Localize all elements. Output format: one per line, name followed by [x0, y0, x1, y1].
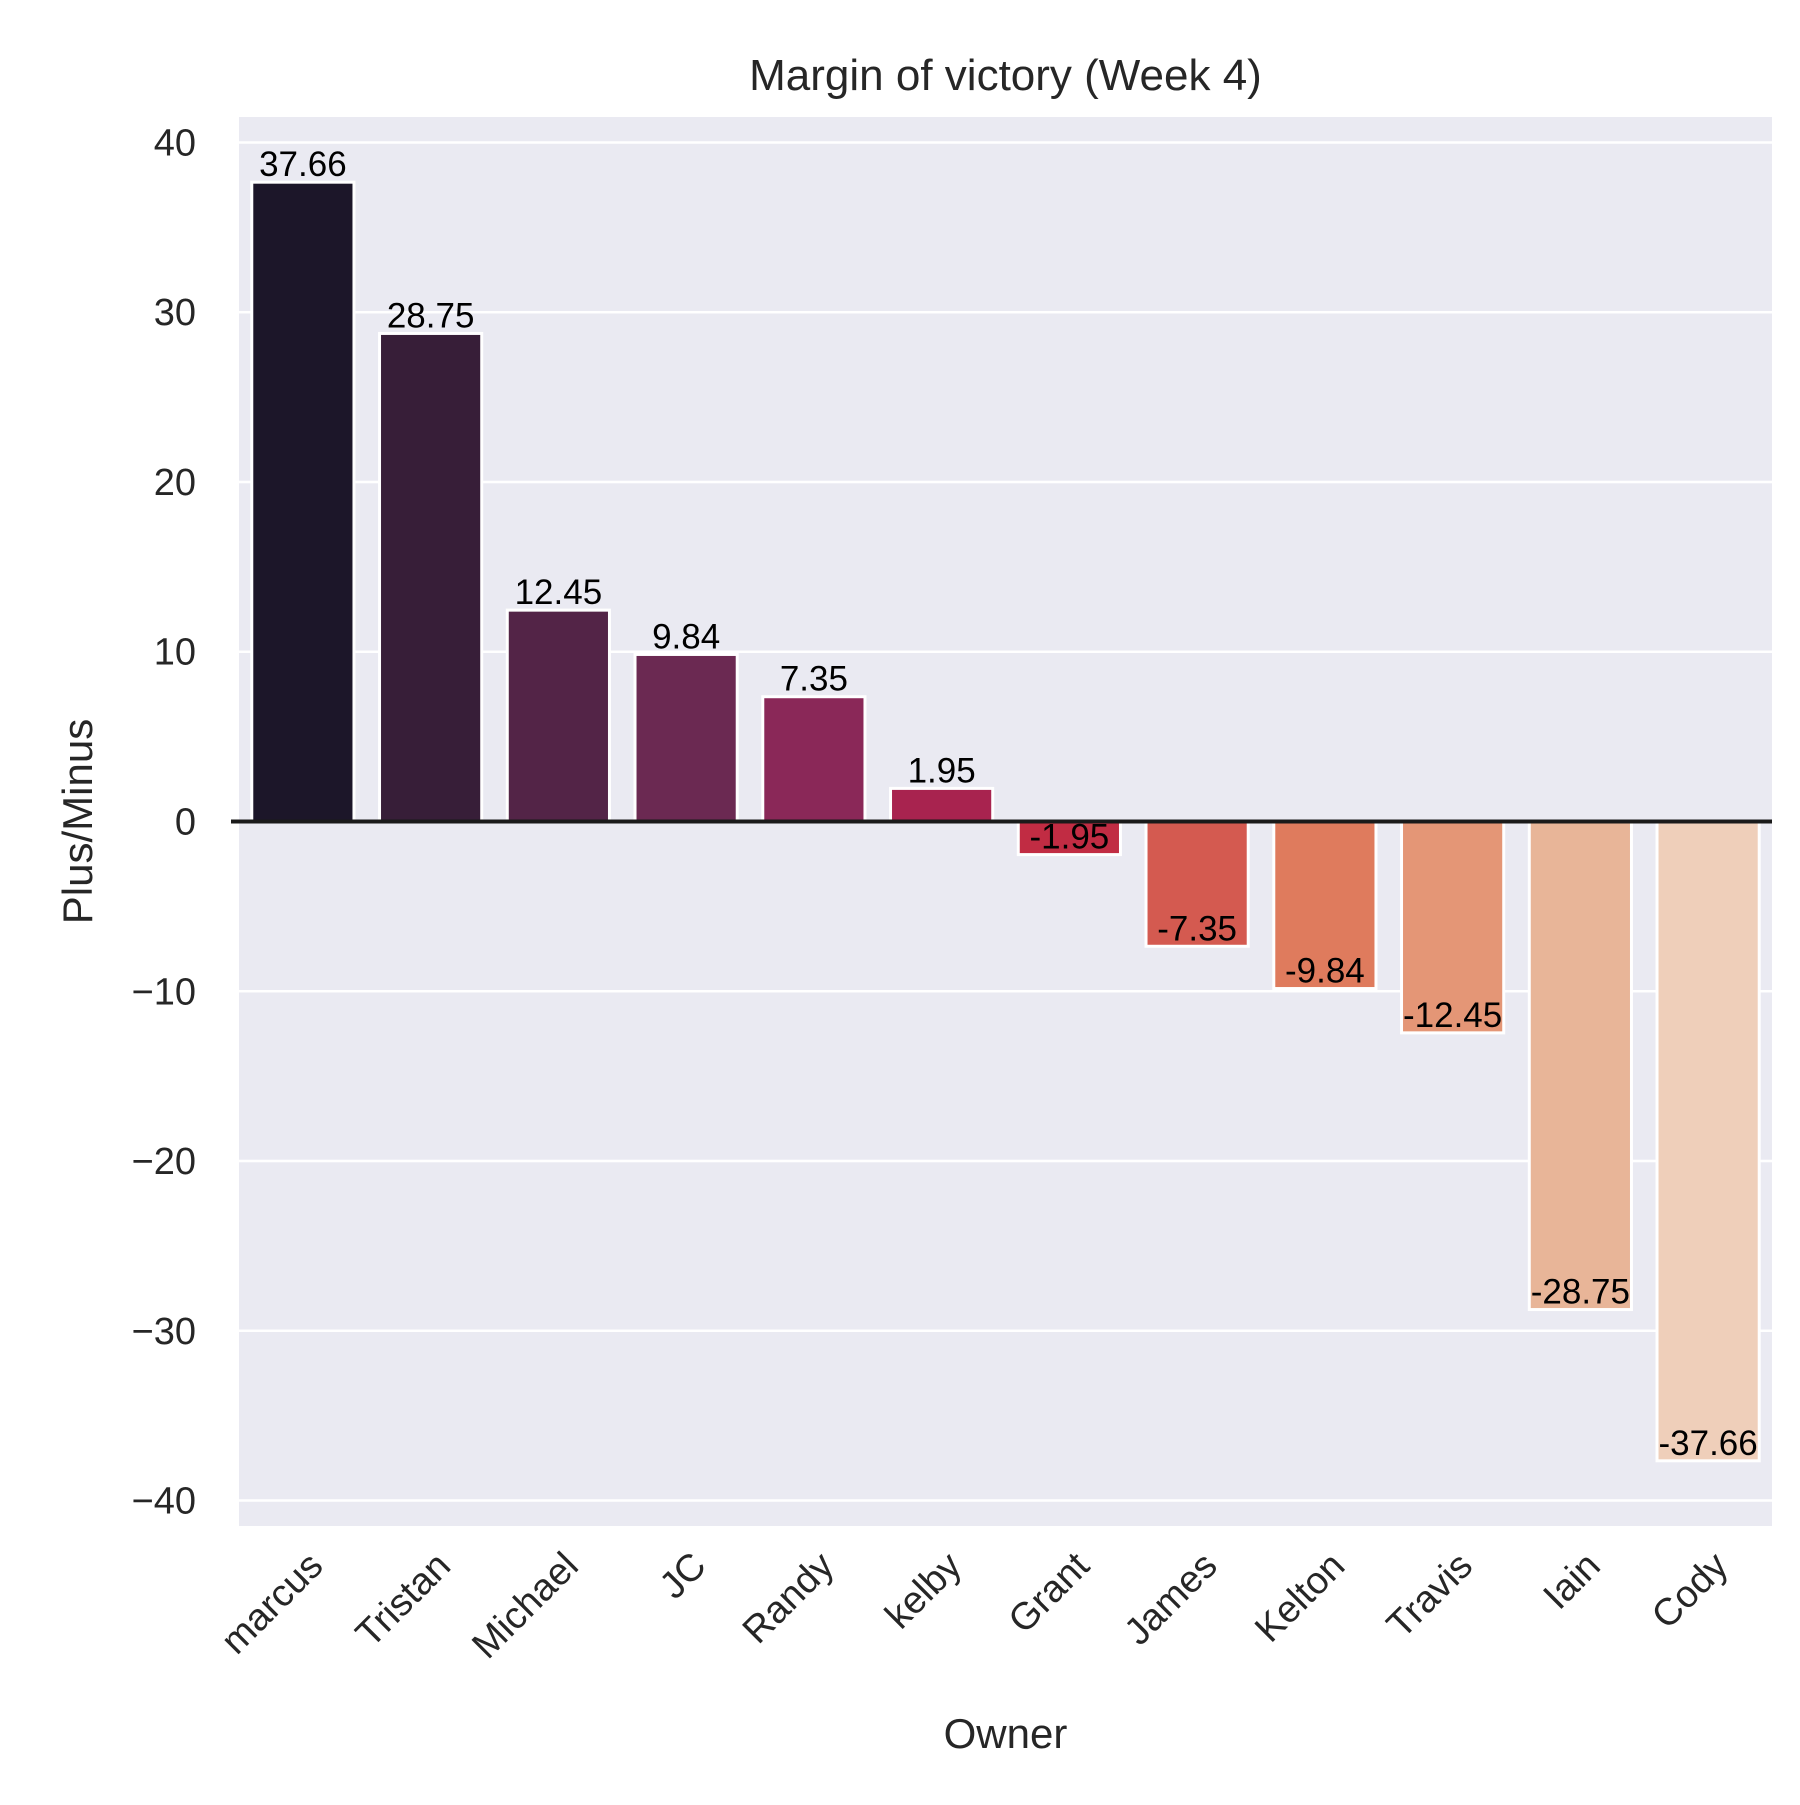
y-tick-label: 10	[154, 632, 196, 674]
bar-iain	[1527, 820, 1633, 1312]
x-tick-label: Randy	[735, 1545, 842, 1652]
data-label: 12.45	[515, 573, 603, 612]
y-axis-label: Plus/Minus	[54, 719, 101, 924]
x-axis-label: Owner	[944, 1710, 1068, 1757]
bar-travis	[1400, 820, 1506, 1035]
data-labels: 37.66 28.75 12.45 9.84 7.35 1.95 -1.95 -7.35 -9.…	[259, 145, 1758, 1463]
bar-grant	[1016, 820, 1122, 857]
data-label: -28.75	[1531, 1273, 1630, 1312]
y-tick-label: −30	[132, 1311, 196, 1353]
bar-cody	[1655, 820, 1761, 1463]
bar-tristan	[378, 331, 484, 823]
y-tick-label: 30	[154, 292, 196, 334]
bar-randy	[761, 695, 867, 823]
x-tick-label: Kelton	[1247, 1545, 1353, 1651]
data-label: -9.84	[1285, 952, 1365, 991]
data-label: 1.95	[908, 751, 976, 790]
y-tick-label: −40	[132, 1481, 196, 1523]
bar-kelby	[889, 786, 995, 823]
y-tick-label: 20	[154, 462, 196, 504]
x-tick-label: Cody	[1644, 1545, 1736, 1637]
x-axis-ticks: marcus Tristan Michael JC Randy kelby Grant Jam…	[213, 1544, 1736, 1667]
x-tick-label: Grant	[1001, 1544, 1098, 1641]
x-tick-label: JC	[652, 1545, 715, 1608]
data-label: 37.66	[259, 145, 347, 184]
data-label: -12.45	[1403, 996, 1502, 1035]
data-label: 28.75	[387, 296, 475, 335]
gridlines	[239, 141, 1772, 1502]
data-label: 9.84	[652, 617, 720, 656]
bar-michael	[505, 608, 611, 824]
data-label: -1.95	[1029, 818, 1109, 857]
x-tick-label: Michael	[464, 1545, 586, 1667]
x-tick-label: marcus	[213, 1545, 331, 1663]
y-axis-ticks: 40 30 20 10 0 −10 −20 −30 −40	[132, 122, 196, 1522]
y-tick-label: −20	[132, 1141, 196, 1183]
data-label: 7.35	[780, 660, 848, 699]
bar-marcus	[250, 180, 356, 823]
data-label: -7.35	[1157, 909, 1237, 948]
y-tick-label: 40	[154, 122, 196, 164]
y-tick-label: 0	[175, 802, 196, 844]
bar-james	[1144, 820, 1250, 948]
bars	[250, 180, 1761, 1463]
x-tick-label: Travis	[1379, 1545, 1481, 1647]
y-tick-label: −10	[132, 971, 196, 1013]
x-tick-label: kelby	[878, 1545, 970, 1637]
x-tick-label: Iain	[1536, 1545, 1609, 1618]
data-label: -37.66	[1659, 1424, 1758, 1463]
bar-jc	[633, 652, 739, 823]
chart-title: Margin of victory (Week 4)	[749, 51, 1262, 100]
x-tick-label: Tristan	[348, 1545, 459, 1656]
x-tick-label: James	[1117, 1545, 1226, 1654]
